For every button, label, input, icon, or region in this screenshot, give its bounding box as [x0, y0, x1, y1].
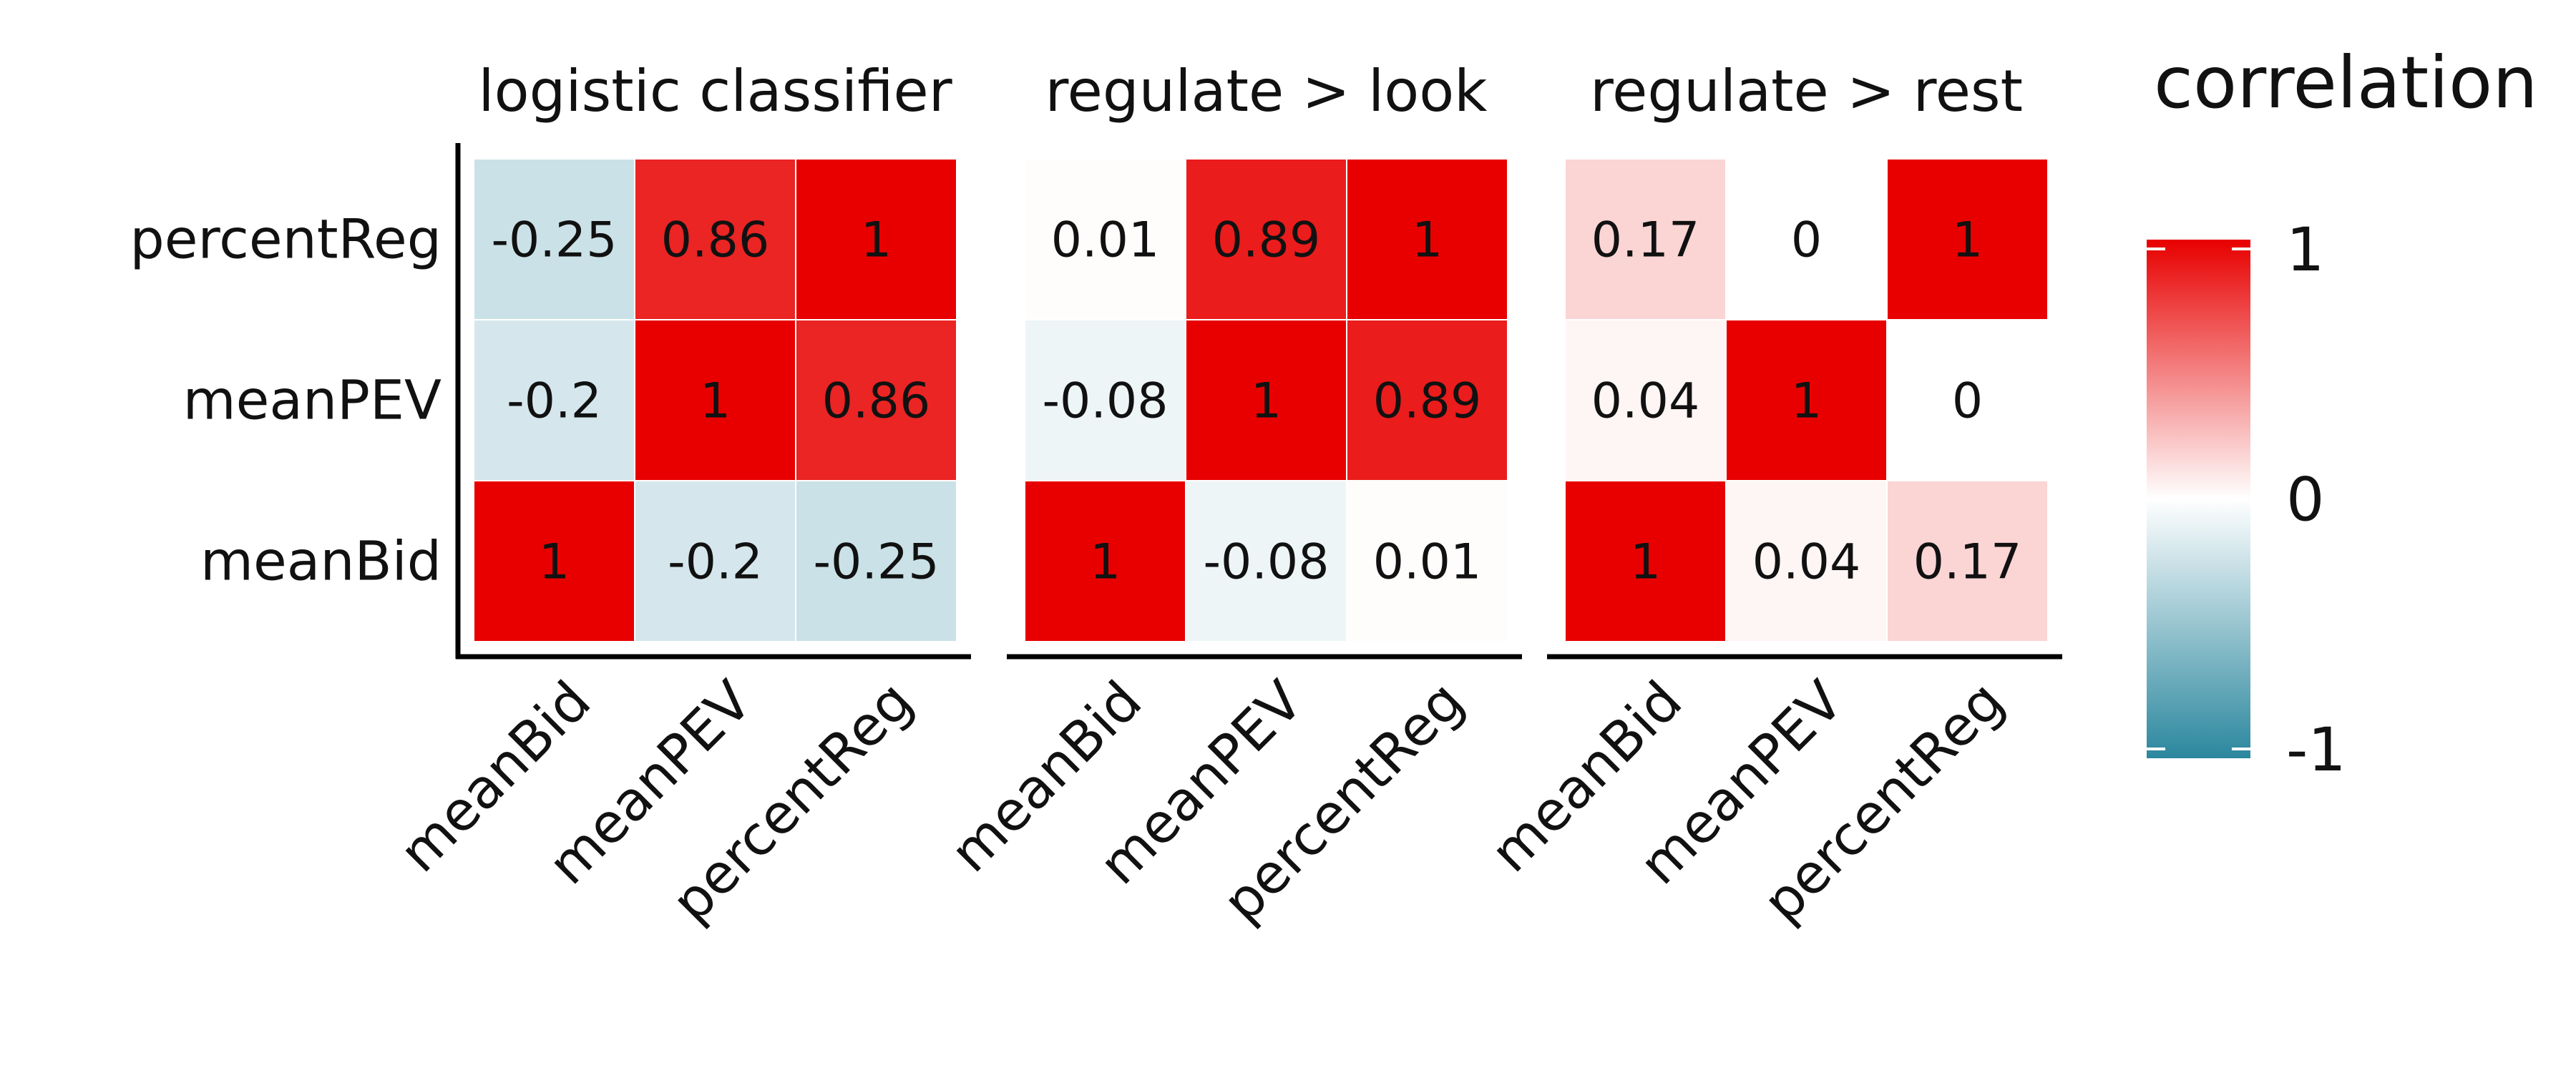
heatmap-cell: [1185, 480, 1347, 642]
heatmap-cell: [795, 480, 957, 642]
heatmap-cell: [634, 319, 796, 481]
heatmap-cell: [634, 480, 796, 642]
legend-title: correlation: [2154, 41, 2538, 124]
legend-tick-label: 0: [2286, 465, 2324, 535]
cell-value-label: 0.01: [1051, 212, 1159, 269]
y-tick-label: percentReg: [130, 207, 441, 271]
heatmap-cell: [473, 319, 635, 481]
heatmap-cell: [1346, 158, 1508, 320]
heatmap-cell: [1886, 319, 2049, 481]
heatmap-cell: [1564, 319, 1727, 481]
heatmap-cell: [1725, 158, 1888, 320]
heatmap-cell: [1024, 158, 1186, 320]
cell-value-label: -0.08: [1204, 534, 1330, 591]
heatmap-cell: [1886, 158, 2049, 320]
cell-value-label: 0.17: [1913, 534, 2021, 591]
cell-value-label: -0.25: [492, 212, 618, 269]
cell-value-label: 1: [700, 373, 731, 430]
legend-ticks: 1 0 -1: [2147, 215, 2346, 785]
facet-title: regulate > rest: [1590, 58, 2023, 124]
cell-value-label: 0.86: [661, 212, 769, 269]
facet-panel: logistic classifier -0.25 0.86 1 -0.2 1 0.86 1 -…: [130, 58, 971, 934]
heatmap-cell: [634, 158, 796, 320]
cell-value-label: 0.01: [1373, 534, 1481, 591]
facet-panels: logistic classifier -0.25 0.86 1 -0.2 1 0.86 1 -…: [130, 58, 2062, 934]
heatmap-cell: [1564, 480, 1727, 642]
cell-value-label: -0.08: [1043, 373, 1169, 430]
heatmap-cell: [1725, 480, 1888, 642]
cell-value-label: 0: [1952, 373, 1983, 430]
cell-value-label: -0.2: [668, 534, 763, 591]
cell-value-label: -0.2: [507, 373, 602, 430]
heatmap-cell: [1024, 480, 1186, 642]
cell-value-label: 0.89: [1212, 212, 1320, 269]
cell-value-label: 1: [1791, 373, 1822, 430]
cell-value-label: 1: [1090, 534, 1121, 591]
y-tick-label: meanPEV: [183, 368, 441, 432]
cell-value-label: -0.25: [814, 534, 940, 591]
cell-value-label: 1: [1952, 212, 1983, 269]
cell-value-label: 0.86: [822, 373, 930, 430]
cell-value-label: 1: [539, 534, 570, 591]
cell-value-label: 1: [1251, 373, 1282, 430]
heatmap-cell: [795, 158, 957, 320]
cell-value-label: 1: [1412, 212, 1443, 269]
heatmap-cell: [1185, 158, 1347, 320]
cell-value-label: 0: [1791, 212, 1822, 269]
cell-value-label: 0.04: [1591, 373, 1699, 430]
legend: correlation 1 0 -1: [2147, 41, 2538, 785]
heatmap-cell: [1886, 480, 2049, 642]
heatmap-cell: [1346, 319, 1508, 481]
cell-value-label: 0.04: [1752, 534, 1860, 591]
heatmap-cell: [1185, 319, 1347, 481]
y-tick-label: meanBid: [200, 529, 441, 593]
cell-value-label: 0.89: [1373, 373, 1481, 430]
facet-title: logistic classifier: [478, 58, 952, 124]
heatmap-cell: [473, 480, 635, 642]
cell-value-label: 0.17: [1591, 212, 1699, 269]
cell-value-label: 1: [1630, 534, 1661, 591]
legend-tick-label: -1: [2286, 715, 2346, 785]
cell-value-label: 1: [861, 212, 892, 269]
facet-panel: regulate > look 0.01 0.89 1 -0.08 1 0.89 1 -0.08…: [938, 58, 1522, 934]
legend-tick-label: 1: [2286, 215, 2324, 285]
heatmap-cell: [795, 319, 957, 481]
heatmap-cell: [1024, 319, 1186, 481]
heatmap-cell: [1346, 480, 1508, 642]
facet-title: regulate > look: [1045, 58, 1488, 124]
heatmap-cell: [1725, 319, 1888, 481]
heatmap-cell: [473, 158, 635, 320]
